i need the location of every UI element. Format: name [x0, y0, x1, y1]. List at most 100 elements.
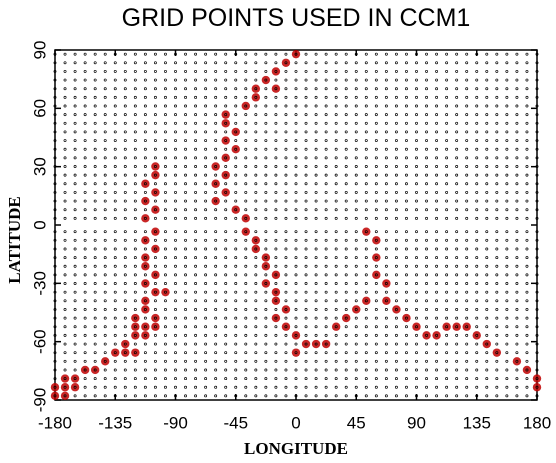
grid-point — [314, 199, 318, 203]
grid-point — [194, 394, 198, 398]
grid-point — [214, 121, 218, 125]
grid-point — [133, 359, 137, 363]
grid-point — [234, 156, 238, 160]
grid-point — [133, 333, 137, 337]
x-tick-label: 45 — [347, 413, 366, 432]
grid-point — [274, 377, 278, 381]
grid-point — [384, 377, 388, 381]
grid-point — [304, 104, 308, 108]
grid-point — [525, 61, 529, 65]
grid-point — [234, 95, 238, 99]
grid-point — [314, 78, 318, 82]
grid-point — [224, 264, 228, 268]
grid-point — [224, 282, 228, 285]
grid-point — [143, 256, 147, 260]
grid-point — [194, 104, 198, 108]
grid-point — [153, 230, 157, 234]
grid-point — [354, 273, 358, 277]
grid-point — [184, 130, 187, 134]
grid-point — [455, 351, 459, 355]
grid-point — [445, 199, 449, 203]
grid-point — [264, 87, 268, 91]
grid-point — [394, 147, 398, 151]
grid-point — [103, 238, 107, 242]
grid-point — [264, 113, 268, 117]
grid-point — [435, 264, 439, 268]
grid-point — [103, 216, 107, 220]
grid-point — [194, 299, 198, 303]
grid-point — [63, 208, 67, 212]
grid-point — [344, 299, 348, 303]
grid-point — [83, 113, 87, 117]
grid-point — [515, 156, 519, 160]
grid-point — [83, 147, 87, 151]
grid-point — [425, 299, 428, 303]
grid-point — [123, 147, 127, 151]
grid-point — [73, 238, 77, 242]
highlight-point — [271, 84, 281, 93]
grid-point — [535, 385, 539, 389]
grid-point — [465, 333, 469, 337]
grid-point — [314, 377, 318, 381]
grid-point — [405, 173, 408, 177]
grid-point — [344, 52, 348, 56]
grid-point — [143, 182, 147, 186]
grid-point — [204, 256, 208, 260]
grid-point — [495, 165, 499, 168]
grid-point — [425, 87, 428, 91]
grid-point — [485, 52, 489, 56]
grid-point — [455, 385, 459, 389]
grid-point — [164, 333, 167, 337]
grid-point — [174, 230, 177, 234]
grid-point — [394, 307, 398, 311]
grid-point — [465, 61, 469, 65]
grid-point — [455, 52, 459, 56]
grid-point — [63, 333, 67, 337]
grid-point — [174, 299, 177, 303]
grid-point — [83, 78, 87, 82]
grid-point — [204, 113, 208, 117]
grid-point — [204, 156, 208, 160]
grid-point — [304, 394, 308, 398]
grid-point — [153, 333, 157, 337]
grid-point — [364, 104, 368, 108]
grid-point — [143, 190, 147, 194]
grid-point — [93, 385, 97, 389]
grid-point — [435, 156, 439, 160]
grid-point — [465, 190, 469, 194]
grid-point — [194, 173, 198, 177]
grid-point — [505, 190, 509, 194]
grid-point — [93, 61, 97, 65]
grid-point — [344, 199, 348, 203]
grid-point — [93, 216, 97, 220]
grid-point — [264, 247, 268, 251]
grid-point — [174, 394, 177, 398]
grid-point — [224, 113, 228, 117]
grid-point — [324, 156, 328, 160]
grid-point — [475, 130, 479, 134]
grid-point — [505, 104, 509, 108]
grid-point — [254, 87, 258, 91]
grid-point — [505, 394, 509, 398]
grid-point — [535, 230, 539, 234]
grid-point — [525, 95, 529, 99]
grid-point — [164, 359, 167, 363]
grid-point — [425, 247, 428, 251]
grid-point — [224, 290, 228, 294]
grid-point — [63, 130, 67, 134]
grid-point — [394, 256, 398, 260]
grid-point — [465, 230, 469, 234]
grid-point — [164, 61, 167, 65]
grid-point — [405, 216, 408, 220]
grid-point — [505, 87, 509, 91]
grid-point — [405, 256, 408, 260]
grid-point — [334, 394, 338, 398]
grid-point — [63, 264, 67, 268]
grid-point — [374, 113, 378, 117]
grid-point — [113, 78, 117, 82]
grid-point — [384, 359, 388, 363]
grid-point — [324, 165, 328, 168]
grid-point — [103, 190, 107, 194]
grid-point — [274, 216, 278, 220]
grid-point — [384, 61, 388, 65]
